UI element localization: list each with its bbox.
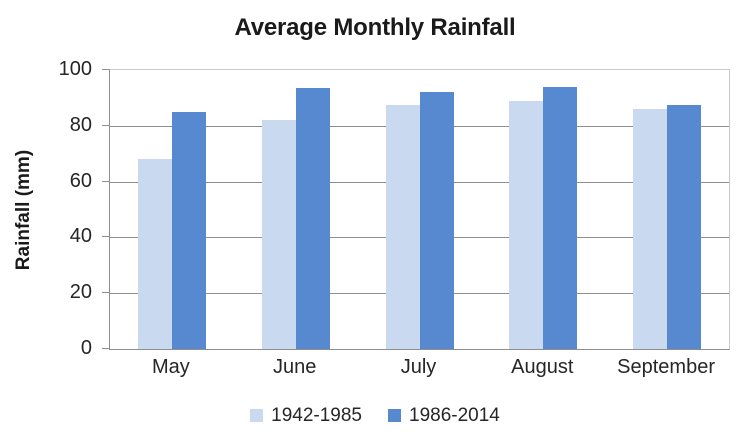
bar-1942-1985-May [137,159,172,349]
legend: 1942-1985 1986-2014 [0,403,750,427]
legend-label: 1986-2014 [409,404,500,426]
x-tick-label-May: May [152,356,190,378]
y-tick-label-60: 60 [69,169,92,192]
legend-swatch-icon [388,408,401,422]
y-tick-label-80: 80 [69,113,92,136]
legend-label: 1942-1985 [271,404,362,426]
legend-swatch-icon [250,408,264,422]
plot-area [109,69,730,350]
bar-1986-2014-August [543,86,578,349]
bar-1942-1985-June [261,120,296,349]
y-tick-label-0: 0 [80,337,92,359]
y-tick-mark-20 [102,292,109,294]
x-tick-label-June: June [273,356,317,378]
x-tick-label-August: August [511,356,574,378]
y-tick-mark-60 [102,180,109,182]
bar-1986-2014-May [171,111,206,349]
bar-1942-1985-July [385,104,420,349]
y-tick-label-40: 40 [69,225,92,248]
legend-item-1986-2014: 1986-2014 [388,406,500,425]
y-tick-mark-40 [102,236,109,238]
x-tick-label-September: September [617,356,715,378]
y-tick-label-100: 100 [58,58,92,80]
y-tick-label-20: 20 [69,281,92,304]
bar-1986-2014-June [295,88,330,349]
bar-1986-2014-September [667,104,702,349]
bar-1986-2014-July [419,92,454,349]
y-tick-mark-100 [102,69,109,70]
bar-1942-1985-September [633,109,668,349]
x-tick-label-July: July [400,356,437,378]
y-tick-mark-80 [102,124,109,126]
y-tick-mark-0 [102,348,109,349]
legend-item-1942-1985: 1942-1985 [250,406,362,425]
chart-title: Average Monthly Rainfall [234,14,516,41]
bar-1942-1985-August [509,100,544,349]
